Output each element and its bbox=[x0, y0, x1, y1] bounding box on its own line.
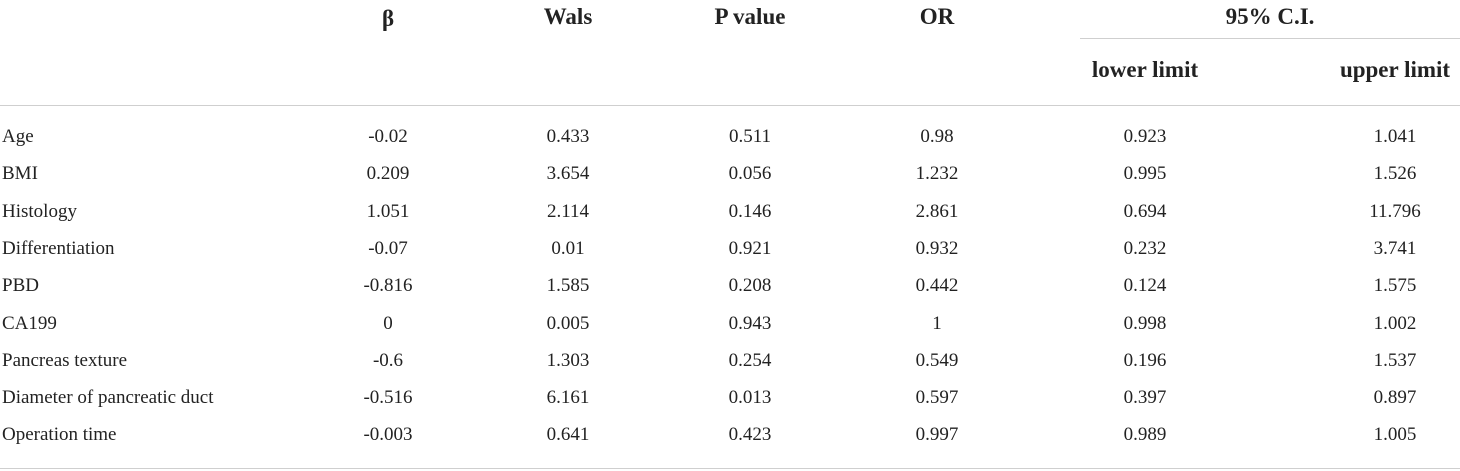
table-row: Operation time -0.003 0.641 0.423 0.997 0.989… bbox=[0, 416, 1460, 453]
cell-lower-limit: 0.998 bbox=[1123, 312, 1167, 334]
row-label: Operation time bbox=[2, 424, 117, 446]
cell-wals: 0.005 bbox=[546, 312, 590, 334]
cell-upper-limit: 11.796 bbox=[1369, 200, 1421, 222]
header-or: OR bbox=[919, 4, 955, 29]
row-label: CA199 bbox=[2, 312, 57, 334]
cell-or: 0.98 bbox=[920, 126, 954, 147]
header-wals: Wals bbox=[543, 4, 593, 29]
cell-p-value: 0.013 bbox=[728, 387, 772, 409]
cell-beta: -0.07 bbox=[368, 237, 408, 259]
cell-beta: 0.209 bbox=[366, 163, 410, 185]
cell-beta: -0.02 bbox=[368, 126, 408, 147]
header-ci: 95% C.I. bbox=[1225, 4, 1315, 29]
table-row: Histology 1.051 2.114 0.146 2.861 0.694 11.796 bbox=[0, 193, 1460, 230]
row-label: BMI bbox=[2, 163, 38, 185]
cell-or: 2.861 bbox=[915, 200, 959, 222]
cell-p-value: 0.254 bbox=[728, 349, 772, 371]
table-row: PBD -0.816 1.585 0.208 0.442 0.124 1.575 bbox=[0, 267, 1460, 304]
cell-p-value: 0.208 bbox=[728, 275, 772, 297]
cell-beta: 1.051 bbox=[366, 200, 410, 222]
cell-upper-limit: 0.897 bbox=[1373, 387, 1417, 409]
cell-lower-limit: 0.923 bbox=[1123, 126, 1167, 147]
cell-beta: -0.816 bbox=[363, 275, 413, 297]
table-row: Pancreas texture -0.6 1.303 0.254 0.549 0.196… bbox=[0, 342, 1460, 379]
cell-p-value: 0.146 bbox=[728, 200, 772, 222]
cell-lower-limit: 0.124 bbox=[1123, 275, 1167, 297]
table-bottom-rule bbox=[0, 468, 1460, 469]
cell-or: 0.932 bbox=[915, 237, 959, 259]
table-row: Differentiation -0.07 0.01 0.921 0.932 0.232 3… bbox=[0, 230, 1460, 267]
row-label: Pancreas texture bbox=[2, 349, 128, 371]
cell-wals: 0.01 bbox=[551, 237, 585, 259]
header-upper-limit: upper limit bbox=[1339, 57, 1451, 82]
cell-lower-limit: 0.995 bbox=[1123, 163, 1167, 185]
cell-lower-limit: 0.397 bbox=[1123, 387, 1167, 409]
header-beta: β bbox=[381, 6, 395, 31]
header-bottom-rule bbox=[0, 105, 1460, 106]
cell-upper-limit: 1.002 bbox=[1373, 312, 1417, 334]
cell-or: 0.997 bbox=[915, 424, 959, 446]
cell-p-value: 0.943 bbox=[728, 312, 772, 334]
cell-lower-limit: 0.989 bbox=[1123, 424, 1167, 446]
table-row: BMI 0.209 3.654 0.056 1.232 0.995 1.526 bbox=[0, 155, 1460, 192]
row-label: Diameter of pancreatic duct bbox=[2, 387, 214, 409]
table-row: CA199 0 0.005 0.943 1 0.998 1.002 bbox=[0, 305, 1460, 342]
cell-upper-limit: 1.575 bbox=[1373, 275, 1417, 297]
cell-lower-limit: 0.196 bbox=[1123, 349, 1167, 371]
cell-beta: -0.003 bbox=[363, 424, 413, 446]
cell-upper-limit: 1.041 bbox=[1373, 126, 1417, 147]
cell-beta: -0.516 bbox=[363, 387, 413, 409]
table-row: Diameter of pancreatic duct -0.516 6.161 0.… bbox=[0, 379, 1460, 416]
cell-wals: 0.433 bbox=[546, 126, 590, 147]
table-row: Age -0.02 0.433 0.511 0.98 0.923 1.041 bbox=[0, 118, 1460, 155]
row-label: Histology bbox=[2, 200, 77, 222]
cell-upper-limit: 1.537 bbox=[1373, 349, 1417, 371]
cell-wals: 6.161 bbox=[546, 387, 590, 409]
row-label: Differentiation bbox=[2, 237, 115, 259]
cell-wals: 3.654 bbox=[546, 163, 590, 185]
cell-lower-limit: 0.232 bbox=[1123, 237, 1167, 259]
cell-upper-limit: 3.741 bbox=[1373, 237, 1417, 259]
cell-upper-limit: 1.005 bbox=[1373, 424, 1417, 446]
cell-beta: 0 bbox=[383, 312, 393, 334]
row-label: Age bbox=[2, 126, 34, 147]
cell-or: 0.442 bbox=[915, 275, 959, 297]
cell-upper-limit: 1.526 bbox=[1373, 163, 1417, 185]
cell-or: 1 bbox=[932, 312, 942, 334]
cell-wals: 2.114 bbox=[546, 200, 590, 222]
cell-p-value: 0.423 bbox=[728, 424, 772, 446]
header-lower-limit: lower limit bbox=[1091, 57, 1199, 82]
cell-beta: -0.6 bbox=[372, 349, 404, 371]
cell-or: 0.549 bbox=[915, 349, 959, 371]
cell-wals: 1.585 bbox=[546, 275, 590, 297]
cell-wals: 1.303 bbox=[546, 349, 590, 371]
cell-or: 0.597 bbox=[915, 387, 959, 409]
cell-p-value: 0.511 bbox=[728, 126, 772, 147]
header-ci-divider bbox=[1080, 38, 1460, 39]
header-p-value: P value bbox=[714, 4, 786, 29]
cell-wals: 0.641 bbox=[546, 424, 590, 446]
cell-p-value: 0.921 bbox=[728, 237, 772, 259]
cell-p-value: 0.056 bbox=[728, 163, 772, 185]
row-label: PBD bbox=[2, 275, 39, 297]
cell-or: 1.232 bbox=[915, 163, 959, 185]
cell-lower-limit: 0.694 bbox=[1123, 200, 1167, 222]
